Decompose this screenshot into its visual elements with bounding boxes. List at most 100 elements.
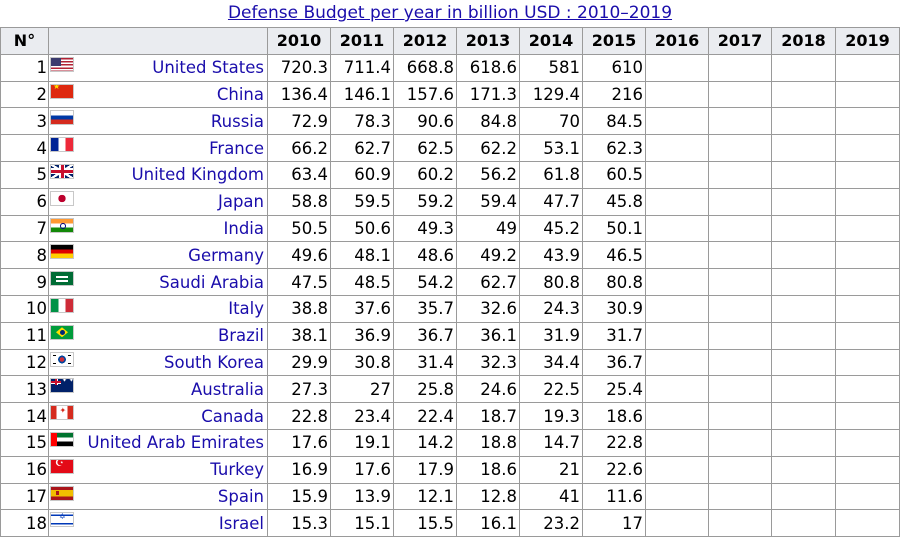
budget-value-cell: 58.8 [267, 187, 331, 216]
rank-cell: 13 [0, 375, 49, 404]
header-year[interactable]: 2015 [582, 27, 646, 55]
country-cell: Turkey [48, 455, 268, 484]
budget-value-cell: 80.8 [519, 268, 583, 296]
il-flag-icon[interactable] [50, 512, 74, 528]
budget-value-cell: 70 [519, 107, 583, 136]
fr-flag-icon[interactable] [50, 137, 74, 153]
budget-value-cell: 60.5 [582, 160, 646, 189]
header-year[interactable]: 2019 [835, 27, 900, 55]
country-link[interactable]: India [223, 218, 265, 238]
budget-value-cell [708, 241, 772, 270]
budget-value-cell: 32.3 [456, 348, 520, 377]
header-year[interactable]: 2010 [267, 27, 331, 55]
budget-value-cell: 49 [456, 214, 520, 243]
budget-value-cell [708, 348, 772, 377]
country-link[interactable]: United Kingdom [131, 165, 264, 185]
country-link[interactable]: Italy [228, 299, 264, 319]
header-year[interactable]: 2014 [519, 27, 583, 55]
budget-value-cell: 53.1 [519, 134, 583, 162]
country-link[interactable]: Brazil [217, 326, 264, 346]
country-cell: India [48, 214, 268, 243]
budget-value-cell [835, 348, 900, 377]
budget-value-cell [835, 482, 900, 511]
budget-value-cell: 45.8 [582, 187, 646, 216]
budget-value-cell: 49.6 [267, 241, 331, 270]
budget-value-cell [645, 294, 709, 323]
budget-value-cell [835, 428, 900, 457]
budget-value-cell: 38.8 [267, 294, 331, 323]
jp-flag-icon[interactable] [50, 190, 74, 206]
ca-flag-icon[interactable] [50, 405, 74, 421]
country-link[interactable]: Turkey [210, 460, 264, 480]
it-flag-icon[interactable] [50, 297, 74, 313]
budget-value-cell: 15.1 [330, 509, 394, 538]
country-link[interactable]: Spain [217, 486, 264, 506]
country-link[interactable]: Saudi Arabia [159, 272, 264, 292]
header-year[interactable]: 2013 [456, 27, 520, 55]
budget-value-cell: 35.7 [393, 294, 457, 323]
country-link[interactable]: Japan [217, 192, 264, 212]
country-link[interactable]: United Arab Emirates [87, 433, 264, 453]
country-link[interactable]: Israel [218, 513, 264, 533]
header-rank[interactable]: N° [0, 27, 49, 55]
budget-value-cell: 720.3 [267, 53, 331, 82]
country-link[interactable]: China [216, 84, 264, 104]
budget-value-cell: 50.5 [267, 214, 331, 243]
budget-value-cell: 12.8 [456, 482, 520, 511]
header-year[interactable]: 2018 [771, 27, 836, 55]
country-link[interactable]: Russia [210, 111, 264, 131]
budget-value-cell: 49.3 [393, 214, 457, 243]
country-link[interactable]: Australia [191, 379, 264, 399]
country-link[interactable]: United States [152, 58, 264, 78]
country-cell: Italy [48, 294, 268, 323]
cn-flag-icon[interactable] [50, 83, 74, 99]
budget-value-cell [708, 375, 772, 404]
budget-value-cell: 22.4 [393, 402, 457, 430]
header-year[interactable]: 2016 [645, 27, 709, 55]
budget-value-cell [835, 294, 900, 323]
header-year[interactable]: 2011 [330, 27, 394, 55]
budget-value-cell [835, 268, 900, 296]
country-link[interactable]: Germany [188, 245, 264, 265]
ae-flag-icon[interactable] [50, 431, 74, 447]
de-flag-icon[interactable] [50, 244, 74, 260]
budget-value-cell: 31.7 [582, 321, 646, 350]
country-link[interactable]: France [209, 138, 264, 158]
ru-flag-icon[interactable] [50, 110, 74, 126]
au-flag-icon[interactable] [50, 378, 74, 394]
in-flag-icon[interactable] [50, 217, 74, 233]
budget-value-cell [708, 294, 772, 323]
header-year[interactable]: 2012 [393, 27, 457, 55]
table-row: 9 Saudi Arabia 47.5 48.5 54.2 62.7 80.8 80.8 [0, 268, 900, 296]
budget-value-cell: 56.2 [456, 160, 520, 189]
budget-value-cell [645, 107, 709, 136]
kr-flag-icon[interactable] [50, 351, 74, 367]
table-title-link[interactable]: Defense Budget per year in billion USD :… [227, 3, 673, 23]
us-flag-icon[interactable] [50, 56, 74, 72]
budget-value-cell [835, 134, 900, 162]
rank-cell: 5 [0, 160, 49, 189]
budget-value-cell: 18.6 [582, 402, 646, 430]
budget-value-cell [835, 509, 900, 538]
uk-flag-icon[interactable] [50, 163, 74, 179]
budget-value-cell: 16.9 [267, 455, 331, 484]
budget-value-cell [645, 402, 709, 430]
budget-value-cell: 23.4 [330, 402, 394, 430]
sa-flag-icon[interactable] [50, 271, 74, 287]
country-cell: Japan [48, 187, 268, 216]
budget-value-cell: 78.3 [330, 107, 394, 136]
es-flag-icon[interactable] [50, 485, 74, 501]
header-year[interactable]: 2017 [708, 27, 772, 55]
table-row: 15 United Arab Emirates 17.6 19.1 14.2 18.8 14… [0, 428, 900, 457]
br-flag-icon[interactable] [50, 324, 74, 340]
budget-value-cell [645, 53, 709, 82]
budget-value-cell: 30.8 [330, 348, 394, 377]
country-link[interactable]: South Korea [164, 352, 264, 372]
country-cell: Brazil [48, 321, 268, 350]
budget-value-cell: 36.1 [456, 321, 520, 350]
tr-flag-icon[interactable] [50, 458, 74, 474]
header-country[interactable] [48, 27, 268, 55]
budget-value-cell: 59.4 [456, 187, 520, 216]
country-link[interactable]: Canada [201, 406, 264, 426]
